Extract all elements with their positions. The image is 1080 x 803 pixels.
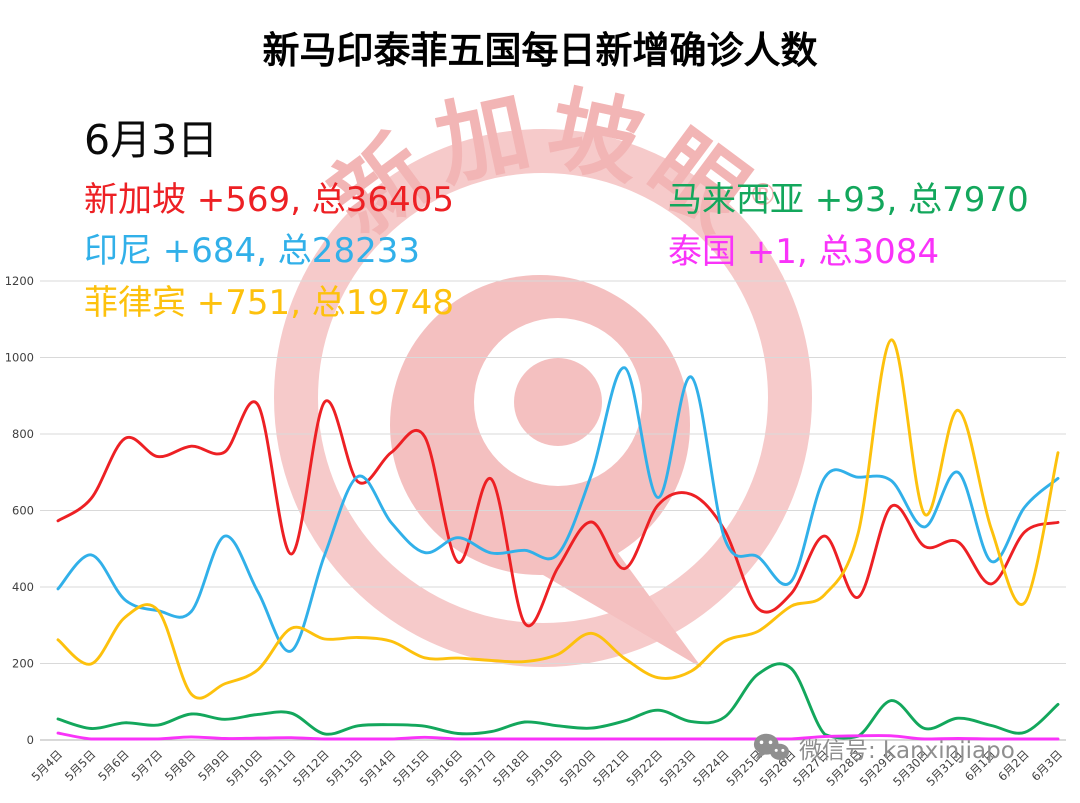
legend-indonesia: 印尼 +684, 总28233: [84, 231, 420, 271]
y-tick-label: 800: [12, 427, 34, 441]
wechat-credit: 微信号: kanxinjiapo: [752, 731, 1015, 765]
series-line-印尼: [56, 366, 1060, 653]
x-tick-label: 5月16日: [423, 747, 465, 789]
x-tick-label: 5月19日: [523, 747, 565, 789]
x-tick-label: 5月10日: [223, 747, 265, 789]
x-tick-label: 5月20日: [557, 747, 599, 789]
y-tick-label: 0: [27, 733, 34, 747]
x-tick-label: 5月21日: [590, 747, 632, 789]
page-title: 新马印泰菲五国每日新增确诊人数: [262, 29, 818, 72]
legend-malaysia: 马来西亚 +93, 总7970: [668, 180, 1029, 220]
x-tick-label: 5月6日: [95, 747, 132, 784]
series-line-马来西亚: [56, 662, 1060, 740]
y-tick-label: 1200: [5, 274, 34, 288]
x-tick-label: 5月14日: [357, 747, 399, 789]
x-tick-label: 6月3日: [1029, 747, 1066, 784]
x-tick-label: 5月4日: [29, 747, 66, 784]
x-tick-label: 5月24日: [690, 747, 732, 789]
x-tick-label: 5月15日: [390, 747, 432, 789]
x-tick-label: 5月12日: [290, 747, 332, 789]
x-tick-label: 5月22日: [623, 747, 665, 789]
wechat-id-label: 微信号: kanxinjiapo: [799, 738, 1015, 764]
y-tick-label: 1000: [5, 351, 34, 365]
x-tick-label: 5月7日: [129, 747, 166, 784]
x-tick-label: 5月5日: [62, 747, 99, 784]
y-tick-label: 200: [12, 657, 34, 671]
legend-thailand: 泰国 +1, 总3084: [668, 232, 940, 272]
x-tick-label: 5月23日: [657, 747, 699, 789]
x-tick-label: 5月8日: [162, 747, 199, 784]
legend-philippines: 菲律宾 +751, 总19748: [84, 283, 454, 323]
x-tick-label: 5月13日: [323, 747, 365, 789]
series-line-泰国: [56, 731, 1060, 741]
x-tick-label: 5月11日: [257, 747, 299, 789]
watermark-registered-mark: ®: [748, 178, 778, 213]
legend-singapore: 新加坡 +569, 总36405: [84, 180, 454, 220]
y-tick-label: 400: [12, 580, 34, 594]
x-tick-label: 5月18日: [490, 747, 532, 789]
y-tick-label: 600: [12, 504, 34, 518]
gridlines: [40, 280, 1066, 741]
date-label: 6月3日: [84, 116, 219, 164]
series-line-菲律宾: [56, 338, 1060, 700]
wechat-icon: [753, 733, 790, 763]
series-line-新加坡: [56, 399, 1060, 628]
x-tick-label: 5月17日: [457, 747, 499, 789]
series-lines: [56, 338, 1060, 741]
